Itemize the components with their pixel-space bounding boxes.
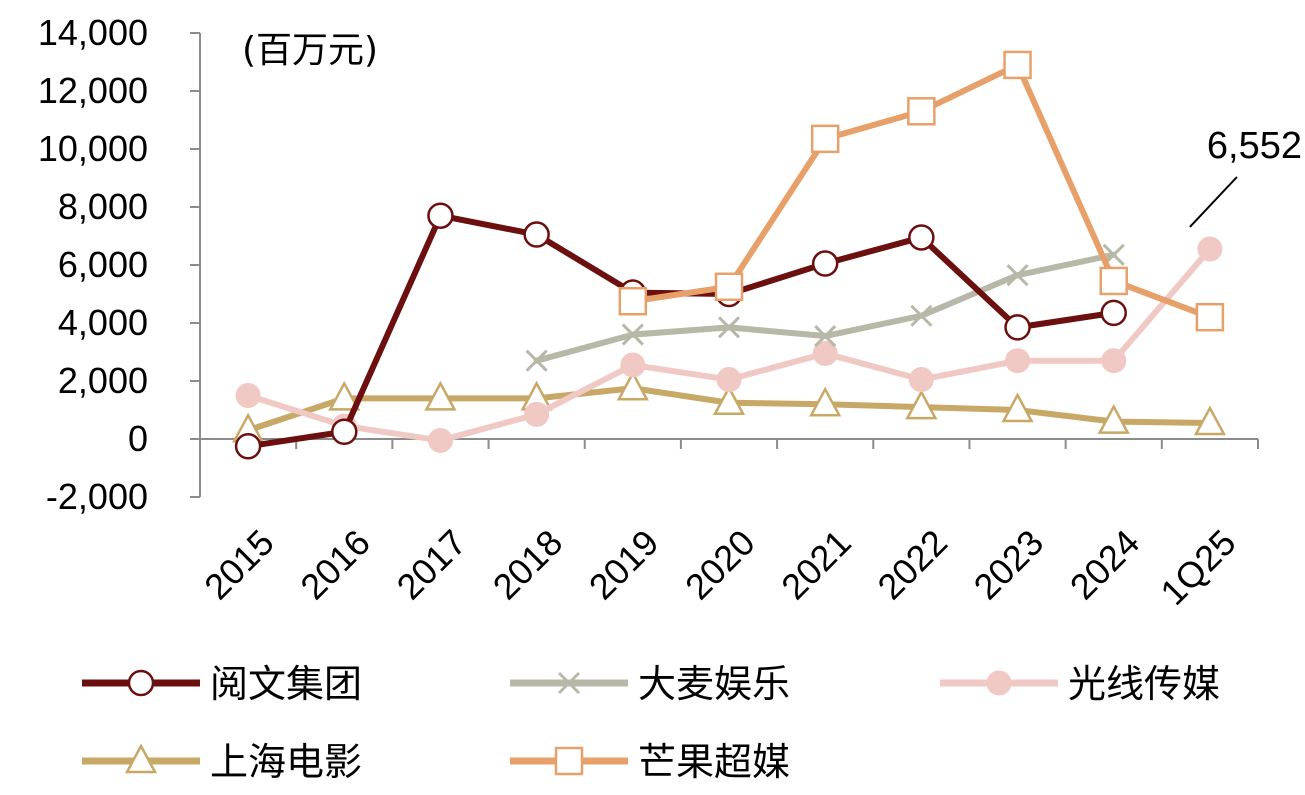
- data-point: [1101, 348, 1127, 374]
- legend-item: 上海电影: [82, 740, 362, 784]
- series-layer: [231, 50, 1227, 460]
- series-4: [231, 370, 1227, 443]
- x-tick-label: 2018: [485, 522, 571, 608]
- data-point: [1003, 50, 1032, 80]
- data-point: [523, 221, 550, 248]
- legend-label: 大麦娱乐: [638, 662, 790, 706]
- data-point: [814, 324, 837, 348]
- legend-item: 芒果超媒: [510, 740, 790, 784]
- data-point: [557, 671, 581, 695]
- y-tick-label: -2,000: [46, 476, 148, 517]
- data-point: [124, 743, 158, 774]
- data-point: [331, 418, 358, 445]
- annotation-leader: [1189, 176, 1238, 228]
- x-tick-label: 2020: [677, 522, 763, 608]
- x-tick-label: 2019: [581, 522, 667, 608]
- x-tick-label: 2017: [388, 522, 474, 608]
- axes: 14,000 12,000 10,000 8,000 6,000 4,000 2,000 0 -…: [38, 12, 1259, 613]
- y-tick-label: 8,000: [58, 186, 148, 227]
- y-tick-label: 14,000: [38, 12, 148, 53]
- legend-item: 光线传媒: [940, 662, 1220, 706]
- annotation-label: 6,552: [1207, 125, 1302, 167]
- y-tick-label: 4,000: [58, 302, 148, 343]
- data-point: [616, 370, 649, 401]
- legend-label: 光线传媒: [1068, 662, 1220, 706]
- data-point: [905, 389, 938, 420]
- data-point: [1195, 302, 1225, 332]
- data-point: [812, 340, 838, 366]
- data-point: [1001, 392, 1034, 423]
- y-tick-label: 2,000: [58, 360, 148, 401]
- data-point: [1097, 403, 1130, 434]
- data-point: [1005, 348, 1031, 374]
- x-tick-label: 2016: [292, 522, 378, 608]
- data-point: [1099, 266, 1128, 296]
- data-point: [908, 224, 935, 251]
- data-point: [986, 670, 1012, 696]
- y-tick-label: 0: [128, 418, 148, 459]
- y-tick-label: 10,000: [38, 128, 148, 169]
- annotation-layer: 6,552: [1189, 125, 1302, 228]
- data-point: [621, 323, 644, 346]
- y-tick-label: 12,000: [38, 70, 148, 111]
- data-point: [716, 367, 742, 393]
- unit-label: (百万元): [242, 30, 378, 71]
- x-tick-label: 2024: [1062, 522, 1148, 608]
- x-tick-label: 1Q25: [1152, 522, 1243, 613]
- legend-item: 阅文集团: [82, 662, 362, 706]
- data-point: [712, 385, 746, 415]
- data-point: [524, 401, 550, 427]
- data-point: [908, 367, 934, 393]
- legend-label: 芒果超媒: [638, 740, 790, 784]
- data-point: [810, 124, 840, 154]
- data-point: [910, 304, 933, 327]
- data-point: [427, 427, 453, 453]
- data-point: [554, 746, 584, 776]
- data-point: [811, 250, 839, 277]
- data-point: [427, 202, 454, 229]
- data-point: [717, 316, 741, 339]
- data-point: [1193, 405, 1227, 436]
- x-tick-label: 2023: [966, 522, 1052, 608]
- data-point: [525, 349, 548, 372]
- data-point: [1197, 236, 1223, 262]
- data-point: [328, 380, 361, 411]
- x-tick-label: 2022: [869, 522, 955, 608]
- data-point: [620, 352, 646, 378]
- data-point: [907, 97, 936, 126]
- data-point: [809, 386, 842, 417]
- y-tick-label: 6,000: [58, 244, 148, 285]
- data-point: [127, 669, 155, 697]
- legend-item: 大麦娱乐: [510, 662, 790, 706]
- data-point: [618, 287, 648, 316]
- data-point: [1100, 299, 1127, 327]
- series-5: [618, 50, 1225, 332]
- data-point: [1006, 264, 1029, 287]
- data-point: [714, 272, 744, 301]
- data-point: [424, 380, 457, 411]
- data-point: [235, 383, 261, 408]
- x-tick-label: 2021: [773, 522, 859, 608]
- x-tick-label: 2015: [196, 522, 282, 608]
- legend-label: 阅文集团: [210, 662, 362, 706]
- data-point: [1004, 314, 1031, 341]
- legend-label: 上海电影: [210, 740, 362, 784]
- data-point: [234, 433, 262, 460]
